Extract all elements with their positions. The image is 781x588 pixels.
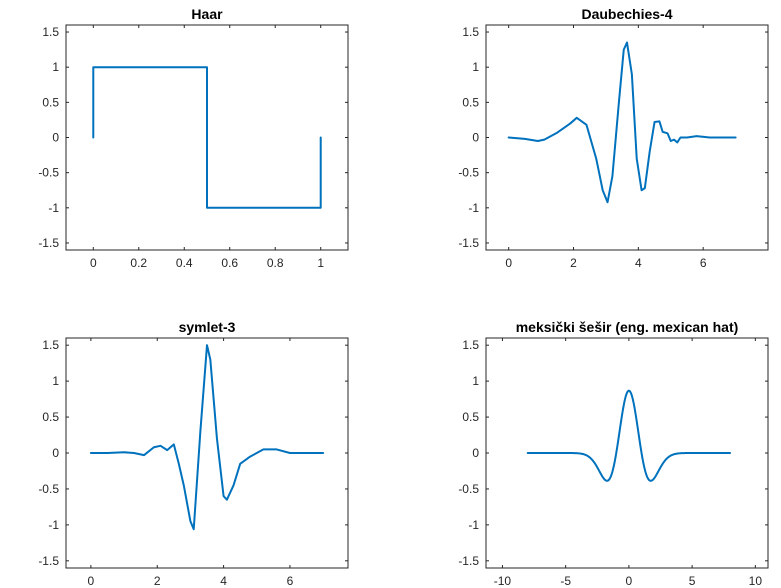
x-tick-label: 2 (570, 256, 577, 270)
y-tick-label: -1 (48, 518, 59, 532)
y-tick-label: 1.5 (42, 25, 59, 39)
x-tick-label: 6 (287, 574, 294, 588)
y-tick-label: 1 (472, 374, 479, 388)
subplot-title: Haar (191, 6, 223, 22)
x-tick-label: 4 (220, 574, 227, 588)
series-line-haar (92, 66, 322, 209)
series-line-symlet-3 (89, 344, 325, 531)
x-tick-label: 4 (635, 256, 642, 270)
x-tick-label: 0.8 (267, 256, 284, 270)
y-tick-label: 0 (52, 131, 59, 145)
x-tick-label: -10 (494, 574, 512, 588)
y-tick-label: -0.5 (458, 166, 479, 180)
subplot-symlet-3: 0 2 4 6 1.5 1 0.5 0 -0.5 -1 -1.5 symlet-3 (38, 319, 349, 588)
x-tick-label: 10 (749, 574, 763, 588)
subplot-haar: 0 0.2 0.4 0.6 0.8 1 1.5 1 0.5 0 -0.5 -1 -1.5 Haar (38, 6, 349, 270)
y-tick-label: -1.5 (38, 236, 59, 250)
subplot-daubechies-4: 0 2 4 6 1.5 1 0.5 0 -0.5 -1 -1.5 Daubechies-4 (458, 6, 769, 270)
y-tick-label: -0.5 (38, 166, 59, 180)
x-tick-label: 0 (88, 574, 95, 588)
y-tick-label: 1 (52, 374, 59, 388)
subplot-mexican-hat: -10 -5 0 5 10 1.5 1 0.5 0 -0.5 -1 -1.5 meksički šeši… (458, 319, 769, 588)
subplot-title: Daubechies-4 (581, 6, 672, 22)
series-line-mexican-hat (526, 389, 732, 482)
x-tick-label: 0 (505, 256, 512, 270)
y-tick-label: 1 (472, 60, 479, 74)
y-tick-label: -0.5 (458, 482, 479, 496)
x-tick-label: 5 (689, 574, 696, 588)
x-tick-label: 0 (90, 256, 97, 270)
y-tick-label: 1.5 (462, 338, 479, 352)
y-tick-label: -0.5 (38, 482, 59, 496)
y-tick-label: 1.5 (462, 25, 479, 39)
y-tick-label: 0.5 (42, 95, 59, 109)
y-tick-label: -1.5 (458, 554, 479, 568)
y-tick-label: 0.5 (462, 410, 479, 424)
y-tick-label: -1.5 (458, 236, 479, 250)
x-tick-label: 0.6 (221, 256, 238, 270)
x-tick-label: 0.4 (176, 256, 193, 270)
series-line-daubechies-4 (507, 41, 737, 204)
subplot-title: meksički šešir (eng. mexican hat) (516, 319, 739, 335)
y-tick-label: -1.5 (38, 554, 59, 568)
y-tick-label: 0 (52, 446, 59, 460)
x-tick-label: 0.2 (130, 256, 147, 270)
subplot-title: symlet-3 (179, 319, 236, 335)
y-tick-label: 1 (52, 60, 59, 74)
x-tick-label: 1 (317, 256, 324, 270)
y-tick-label: 0 (472, 131, 479, 145)
x-tick-label: 0 (626, 574, 633, 588)
y-tick-label: 0.5 (462, 95, 479, 109)
y-tick-label: 0.5 (42, 410, 59, 424)
y-tick-label: -1 (48, 201, 59, 215)
x-tick-label: 2 (154, 574, 161, 588)
y-tick-label: -1 (468, 201, 479, 215)
x-tick-label: 6 (700, 256, 707, 270)
y-tick-label: 1.5 (42, 338, 59, 352)
y-tick-label: -1 (468, 518, 479, 532)
x-tick-label: -5 (560, 574, 571, 588)
y-tick-label: 0 (472, 446, 479, 460)
